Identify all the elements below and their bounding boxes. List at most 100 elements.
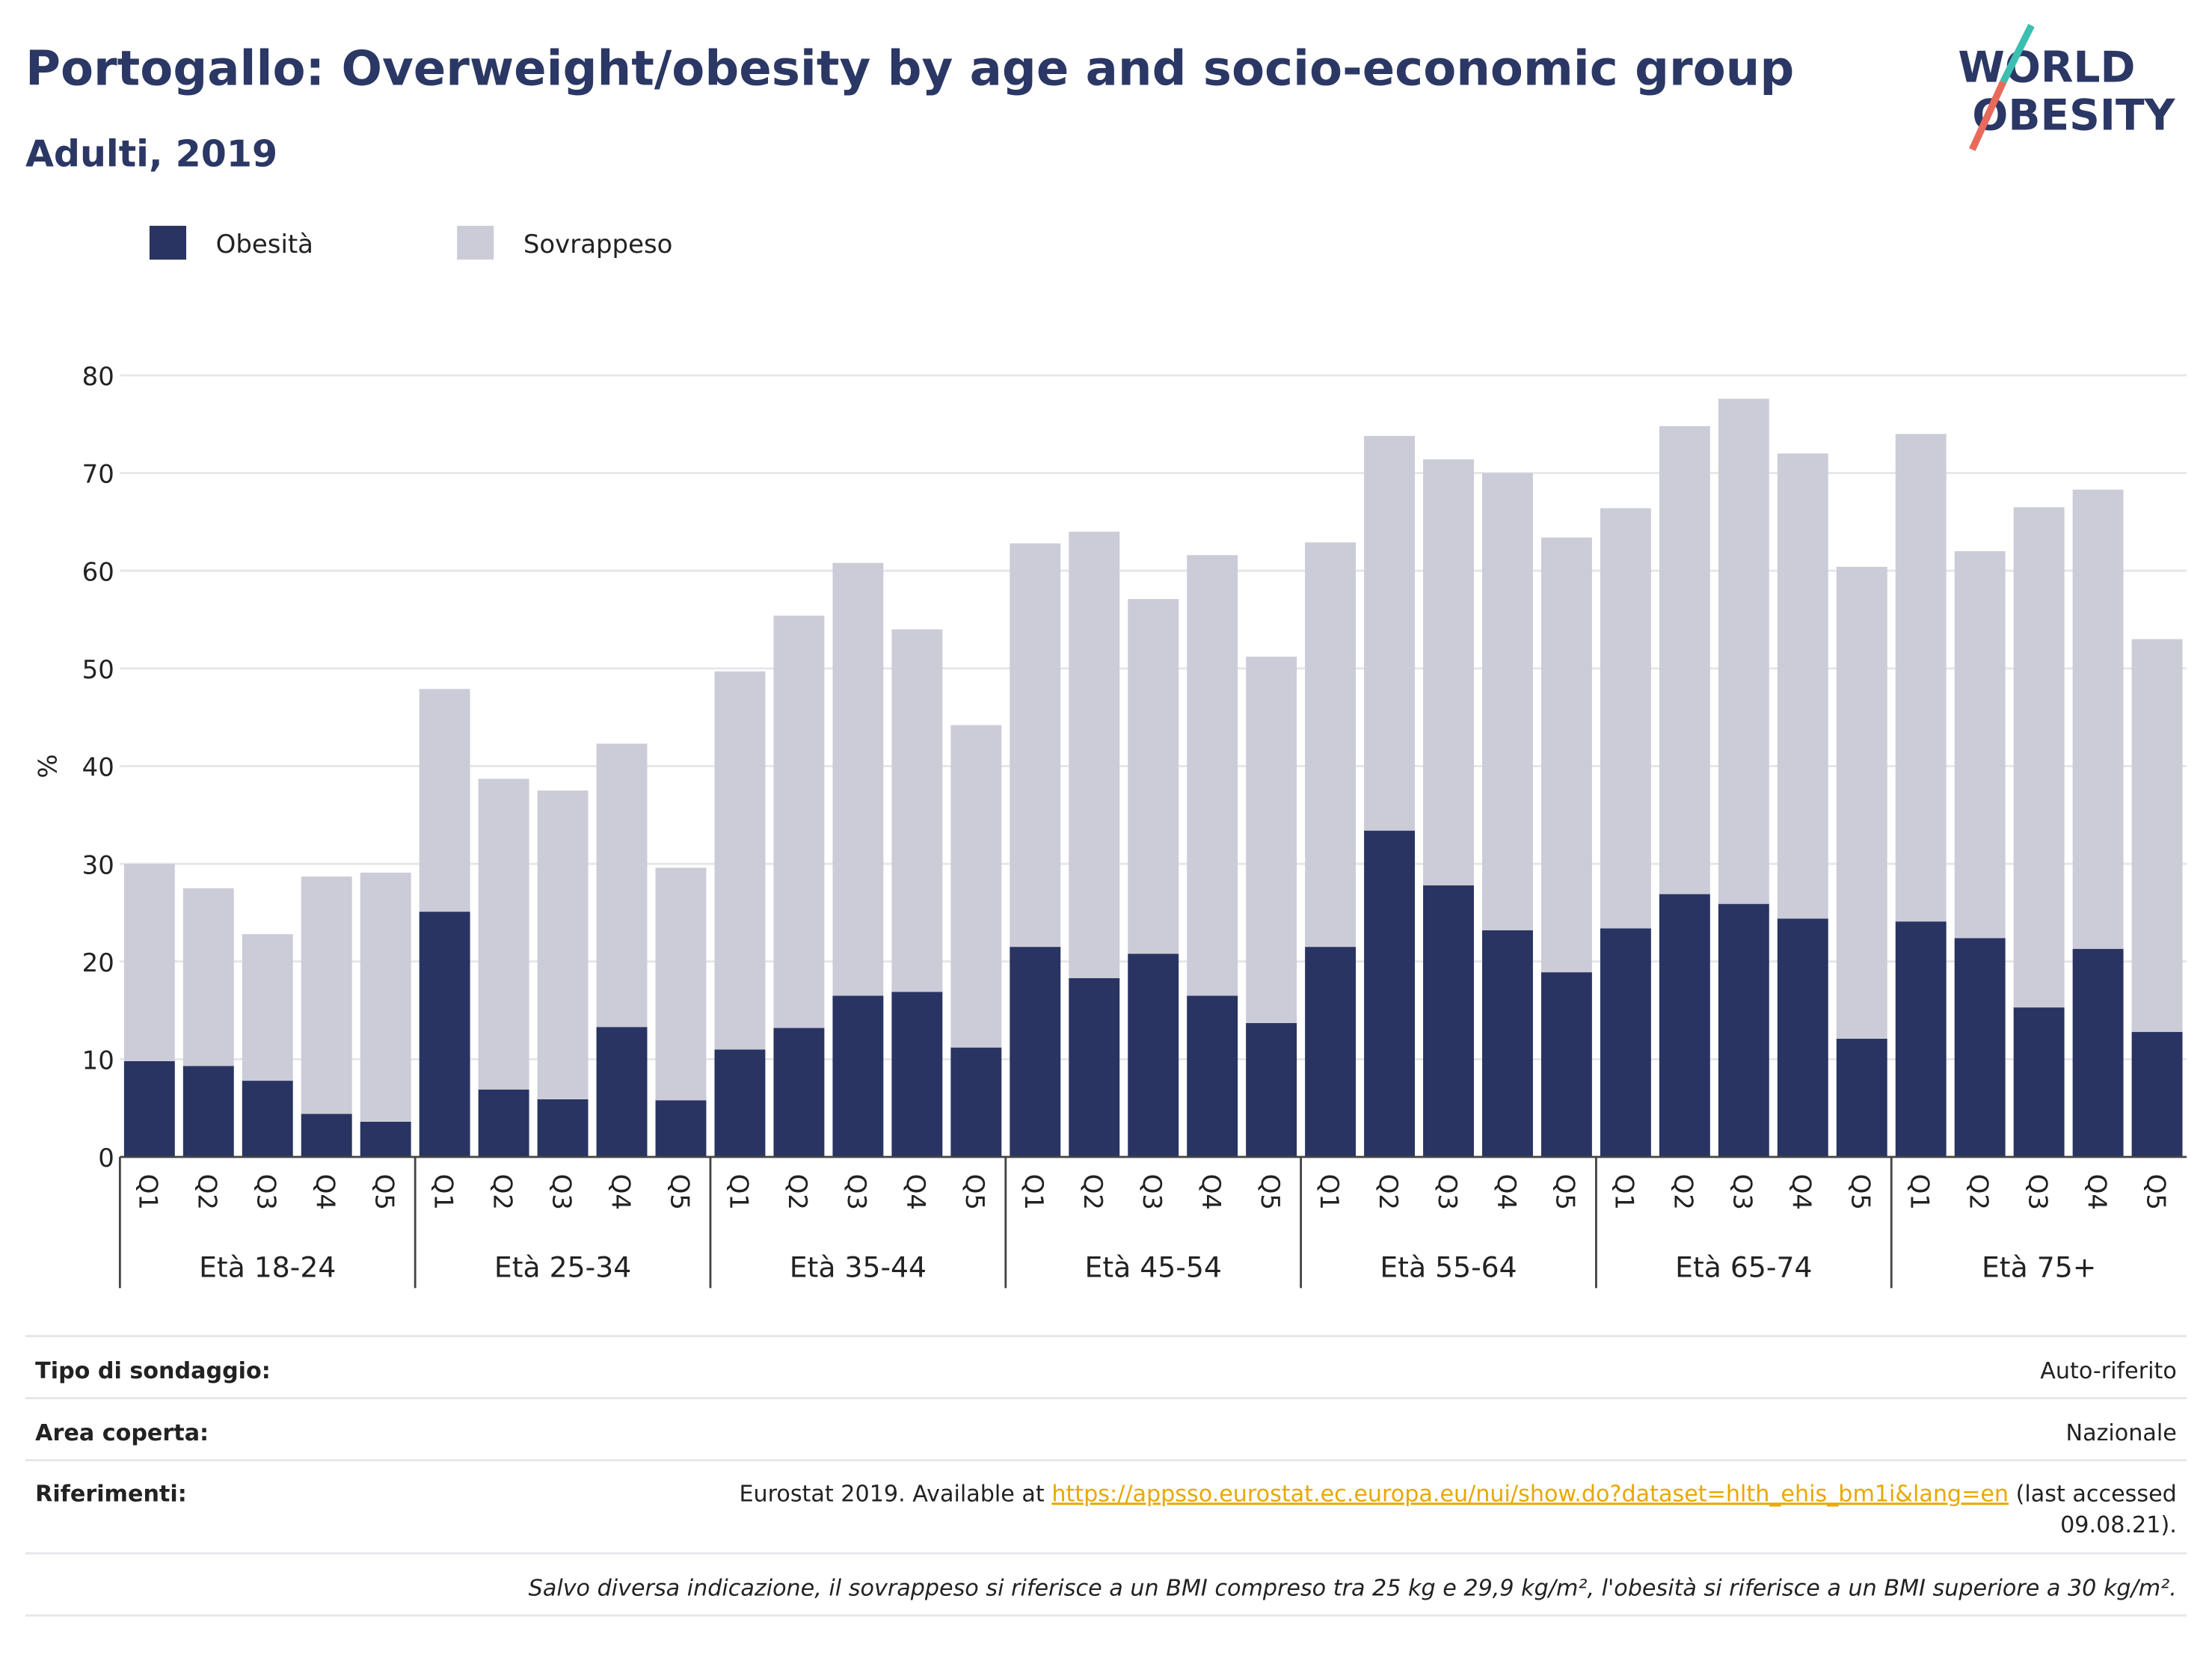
y-tick-label: 60 (82, 557, 114, 587)
bar-segment (1069, 977, 1120, 1157)
bar-segment (1600, 928, 1651, 1157)
bar-segment (1659, 426, 1710, 894)
x-tick-label: Q3 (1137, 1174, 1167, 1210)
references: 09.08.21). (2060, 1512, 2177, 1538)
legend-swatch (149, 225, 187, 260)
bar-segment (2131, 639, 2183, 1032)
y-tick-label: 40 (82, 753, 114, 783)
bar-segment (832, 995, 884, 1157)
bar-segment (360, 872, 411, 1122)
bar-segment (773, 615, 825, 1028)
bar-segment (950, 1047, 1002, 1157)
bar-segment (1305, 542, 1357, 948)
footer-value: Auto-riferito (2040, 1358, 2177, 1384)
bar-segment (1718, 399, 1769, 904)
x-tick-label: Q5 (369, 1174, 399, 1210)
bar-segment (891, 629, 943, 992)
x-tick-label: Q2 (1668, 1174, 1698, 1210)
x-tick-label: Q1 (723, 1174, 753, 1210)
bar-segment (1659, 894, 1710, 1157)
footer-note: Salvo diversa indicazione, il sovrappeso… (529, 1576, 2177, 1602)
group-label: Età 45-54 (1085, 1250, 1222, 1283)
bar-segment (123, 1060, 175, 1157)
bar-segment (1128, 599, 1179, 954)
bar-segment (1423, 459, 1474, 885)
logo-slash (1969, 80, 2007, 152)
x-tick-label: Q2 (1078, 1174, 1107, 1210)
legend-swatch (457, 225, 494, 260)
bar-segment (2072, 948, 2124, 1157)
bar-segment (478, 1089, 529, 1157)
x-tick-label: Q5 (664, 1174, 694, 1210)
x-tick-label: Q4 (1787, 1174, 1816, 1210)
bar-segment (182, 888, 234, 1066)
bar-segment (773, 1028, 825, 1157)
x-tick-label: Q5 (1550, 1174, 1580, 1210)
x-tick-label: Q2 (782, 1174, 812, 1210)
x-tick-label: Q4 (605, 1174, 635, 1210)
reference-link[interactable]: https://appsso.eurostat.ec.europa.eu/nui… (1051, 1481, 2009, 1507)
bar-segment (1836, 566, 1887, 1039)
bar-segment (1010, 543, 1061, 948)
bar-segment (1600, 508, 1651, 929)
bar-segment (537, 1099, 589, 1157)
bar-segment (596, 743, 648, 1028)
bar-segment (2131, 1031, 2183, 1157)
bar-segment (1423, 885, 1474, 1157)
x-tick-label: Q2 (192, 1174, 222, 1210)
bar-segment (1069, 531, 1120, 978)
bar-segment (950, 725, 1002, 1048)
chart-title: Portogallo: Overweight/obesity by age an… (25, 40, 1794, 96)
x-tick-label: Q1 (133, 1174, 163, 1210)
x-tick-label: Q3 (841, 1174, 871, 1210)
bar-segment (891, 992, 943, 1157)
bar-segment (1246, 1023, 1297, 1157)
bar-segment (655, 1100, 707, 1157)
group-label: Età 35-44 (790, 1250, 927, 1283)
bar-segment (1482, 930, 1533, 1157)
x-tick-label: Q4 (310, 1174, 340, 1210)
y-axis-label: % (33, 754, 63, 778)
bar-segment (1954, 938, 2006, 1157)
logo-slash (2000, 23, 2035, 84)
bar-segment (1540, 537, 1592, 973)
bar-segment (1305, 947, 1357, 1157)
bar-segment (123, 864, 175, 1061)
x-tick-label: Q1 (1905, 1174, 1935, 1210)
bar-segment (1364, 435, 1416, 831)
x-tick-label: Q3 (1727, 1174, 1757, 1210)
bar-segment (301, 1114, 352, 1157)
x-tick-label: Q2 (487, 1174, 517, 1210)
footer-label: Riferimenti: (35, 1481, 187, 1507)
footer-label: Area coperta: (35, 1420, 209, 1446)
x-tick-label: Q4 (1196, 1174, 1226, 1210)
footer-value: Nazionale (2066, 1420, 2177, 1446)
x-tick-label: Q3 (251, 1174, 281, 1210)
bar-segment (2013, 507, 2065, 1008)
bar-segment (1895, 921, 1947, 1157)
bar-segment (419, 912, 470, 1157)
x-tick-label: Q5 (1255, 1174, 1285, 1210)
bar-segment (1954, 551, 2006, 939)
bar-segment (1128, 954, 1179, 1157)
group-label: Età 75+ (1982, 1250, 2096, 1283)
x-tick-label: Q1 (1019, 1174, 1048, 1210)
bar-segment (537, 790, 589, 1099)
bar-segment (1540, 972, 1592, 1157)
bar-segment (301, 876, 352, 1114)
y-tick-label: 30 (82, 850, 114, 880)
bar-segment (1364, 830, 1416, 1157)
x-tick-label: Q3 (546, 1174, 576, 1210)
x-tick-label: Q3 (1432, 1174, 1462, 1210)
bar-segment (182, 1066, 234, 1157)
x-tick-label: Q4 (900, 1174, 930, 1210)
y-tick-label: 80 (82, 362, 114, 392)
logo: OBESITY (1972, 91, 2175, 141)
y-tick-label: 50 (82, 655, 114, 685)
y-tick-label: 10 (82, 1046, 114, 1076)
bar-segment (419, 689, 470, 912)
group-label: Età 25-34 (494, 1250, 631, 1283)
bar-segment (1187, 555, 1238, 996)
x-tick-label: Q4 (1491, 1174, 1521, 1210)
